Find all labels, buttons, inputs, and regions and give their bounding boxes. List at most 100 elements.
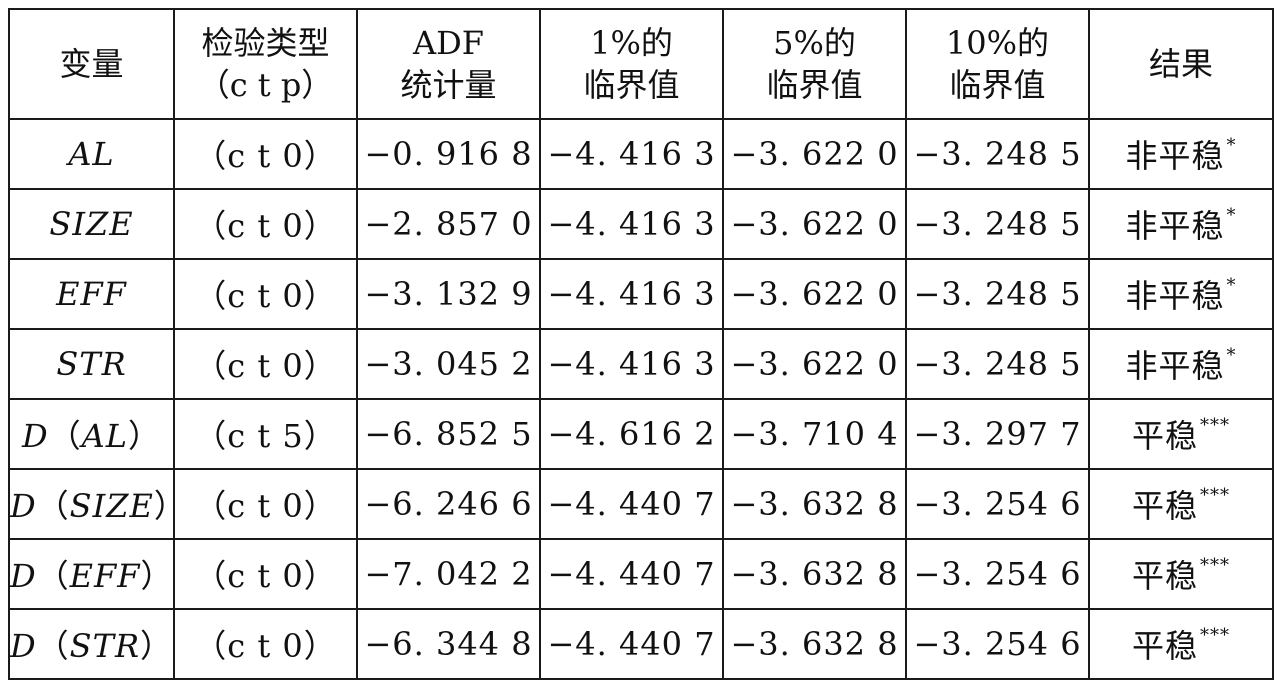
header-result-line: 结果 [1148, 45, 1213, 83]
cv-5pct-cell: −3. 632 8 [722, 538, 907, 610]
header-row: 变量 检验类型 （c t p） ADF 统计量 1%的 临界值 5%的 临界值 10%的 临界值 结果 [8, 8, 1274, 120]
variable-name: SIZE [49, 205, 134, 243]
significance-stars: *** [1200, 625, 1230, 647]
open-paren: （ [36, 627, 70, 665]
header-cv-1pct-line: 1%的 [590, 24, 673, 62]
cv-1pct-cell: −4. 440 7 [539, 608, 724, 680]
cv-10pct-cell: −3. 248 5 [905, 258, 1090, 330]
result-label: 非平稳 [1125, 277, 1225, 315]
table-row: D（STR） （c t 0） −6. 344 8 −4. 440 7 −3. 632 8… [8, 608, 1274, 680]
table-row: SIZE （c t 0） −2. 857 0 −4. 416 3 −3. 622 0 −3… [8, 188, 1274, 260]
test-type-cell: （c t 0） [173, 258, 358, 330]
header-cv-5pct-line: 5%的 [773, 24, 856, 62]
result-label: 平稳 [1131, 417, 1198, 455]
cv-1pct-cell: −4. 416 3 [539, 258, 724, 330]
variable-name: AL [68, 135, 115, 173]
close-paren: ） [128, 417, 162, 455]
open-paren: （ [36, 487, 70, 525]
cv-5pct-cell: −3. 622 0 [722, 188, 907, 260]
cv-1pct-cell: −4. 416 3 [539, 328, 724, 400]
cv-5pct-cell: −3. 632 8 [722, 608, 907, 680]
header-variable-line: 变量 [59, 45, 124, 83]
header-cv-1pct-line: 临界值 [583, 66, 680, 104]
adf-statistic-cell: −3. 132 9 [356, 258, 541, 330]
table-row: AL （c t 0） −0. 916 8 −4. 416 3 −3. 622 0 −3. … [8, 118, 1274, 190]
result-label: 平稳 [1131, 557, 1198, 595]
test-type-cell: （c t 0） [173, 188, 358, 260]
table-row: EFF （c t 0） −3. 132 9 −4. 416 3 −3. 622 0 −3.… [8, 258, 1274, 330]
variable-cell: D（AL） [8, 398, 175, 470]
variable-name: EFF [56, 275, 127, 313]
cv-10pct-cell: −3. 254 6 [905, 468, 1090, 540]
variable-name: AL [81, 417, 128, 455]
close-paren: ） [140, 627, 174, 665]
adf-statistic-cell: −6. 246 6 [356, 468, 541, 540]
result-cell: 非平稳 * [1088, 118, 1274, 190]
result-cell: 非平稳 * [1088, 258, 1274, 330]
result-label: 平稳 [1131, 487, 1198, 525]
significance-stars: * [1226, 205, 1237, 227]
adf-unit-root-table: 变量 检验类型 （c t p） ADF 统计量 1%的 临界值 5%的 临界值 10%的 临界值 结果… [8, 8, 1274, 680]
table-row: D（EFF） （c t 0） −7. 042 2 −4. 440 7 −3. 632 8… [8, 538, 1274, 610]
cv-1pct-cell: −4. 440 7 [539, 538, 724, 610]
open-paren: （ [36, 557, 70, 595]
header-adf-statistic-line: 统计量 [400, 66, 497, 104]
cv-1pct-cell: −4. 416 3 [539, 188, 724, 260]
variable-cell: D（EFF） [8, 538, 175, 610]
cv-5pct-cell: −3. 622 0 [722, 328, 907, 400]
variable-cell: STR [8, 328, 175, 400]
close-paren: ） [140, 557, 174, 595]
variable-name: STR [69, 627, 141, 665]
variable-name: SIZE [69, 487, 154, 525]
test-type-cell: （c t 0） [173, 608, 358, 680]
adf-statistic-cell: −6. 344 8 [356, 608, 541, 680]
table-row: D（SIZE） （c t 0） −6. 246 6 −4. 440 7 −3. 632 … [8, 468, 1274, 540]
cv-10pct-cell: −3. 248 5 [905, 188, 1090, 260]
result-cell: 非平稳 * [1088, 328, 1274, 400]
significance-stars: *** [1200, 485, 1230, 507]
cv-10pct-cell: −3. 248 5 [905, 328, 1090, 400]
cv-10pct-cell: −3. 248 5 [905, 118, 1090, 190]
header-cv-10pct: 10%的 临界值 [905, 8, 1090, 120]
adf-statistic-cell: −2. 857 0 [356, 188, 541, 260]
cv-1pct-cell: −4. 616 2 [539, 398, 724, 470]
difference-operator: D [10, 487, 37, 525]
test-type-cell: （c t 0） [173, 328, 358, 400]
table-row: D（AL） （c t 5） −6. 852 5 −4. 616 2 −3. 710 4−… [8, 398, 1274, 470]
difference-operator: D [10, 557, 37, 595]
result-label: 非平稳 [1125, 137, 1225, 175]
open-paren: （ [48, 417, 82, 455]
variable-cell: EFF [8, 258, 175, 330]
cv-1pct-cell: −4. 416 3 [539, 118, 724, 190]
header-test-type-line: 检验类型 [201, 24, 330, 62]
header-cv-5pct-line: 临界值 [766, 66, 863, 104]
header-cv-1pct: 1%的临界值 [539, 8, 724, 120]
result-cell: 平稳 *** [1088, 608, 1274, 680]
table-body: AL （c t 0） −0. 916 8 −4. 416 3 −3. 622 0 −3. … [8, 118, 1274, 680]
adf-table-container: 变量 检验类型 （c t p） ADF 统计量 1%的 临界值 5%的 临界值 10%的 临界值 结果… [8, 8, 1274, 680]
adf-statistic-cell: −7. 042 2 [356, 538, 541, 610]
significance-stars: * [1226, 345, 1237, 367]
header-result: 结果 [1088, 8, 1274, 120]
header-adf-statistic-line: ADF [413, 24, 484, 62]
test-type-cell: （c t 5） [173, 398, 358, 470]
header-variable: 变量 [8, 8, 175, 120]
header-cv-5pct: 5%的临界值 [722, 8, 907, 120]
difference-operator: D [10, 627, 37, 665]
variable-name: STR [56, 345, 127, 383]
cv-1pct-cell: −4. 440 7 [539, 468, 724, 540]
header-test-type-line: （c t p） [197, 66, 334, 104]
adf-statistic-cell: −3. 045 2 [356, 328, 541, 400]
test-type-cell: （c t 0） [173, 118, 358, 190]
close-paren: ） [153, 487, 187, 525]
result-label: 非平稳 [1125, 207, 1225, 245]
variable-cell: AL [8, 118, 175, 190]
adf-statistic-cell: −6. 852 5 [356, 398, 541, 470]
result-cell: 平稳 *** [1088, 398, 1274, 470]
variable-cell: D（STR） [8, 608, 175, 680]
test-type-cell: （c t 0） [173, 468, 358, 540]
result-label: 平稳 [1131, 627, 1198, 665]
variable-cell: D（SIZE） [8, 468, 186, 540]
significance-stars: *** [1200, 415, 1230, 437]
significance-stars: * [1226, 135, 1237, 157]
